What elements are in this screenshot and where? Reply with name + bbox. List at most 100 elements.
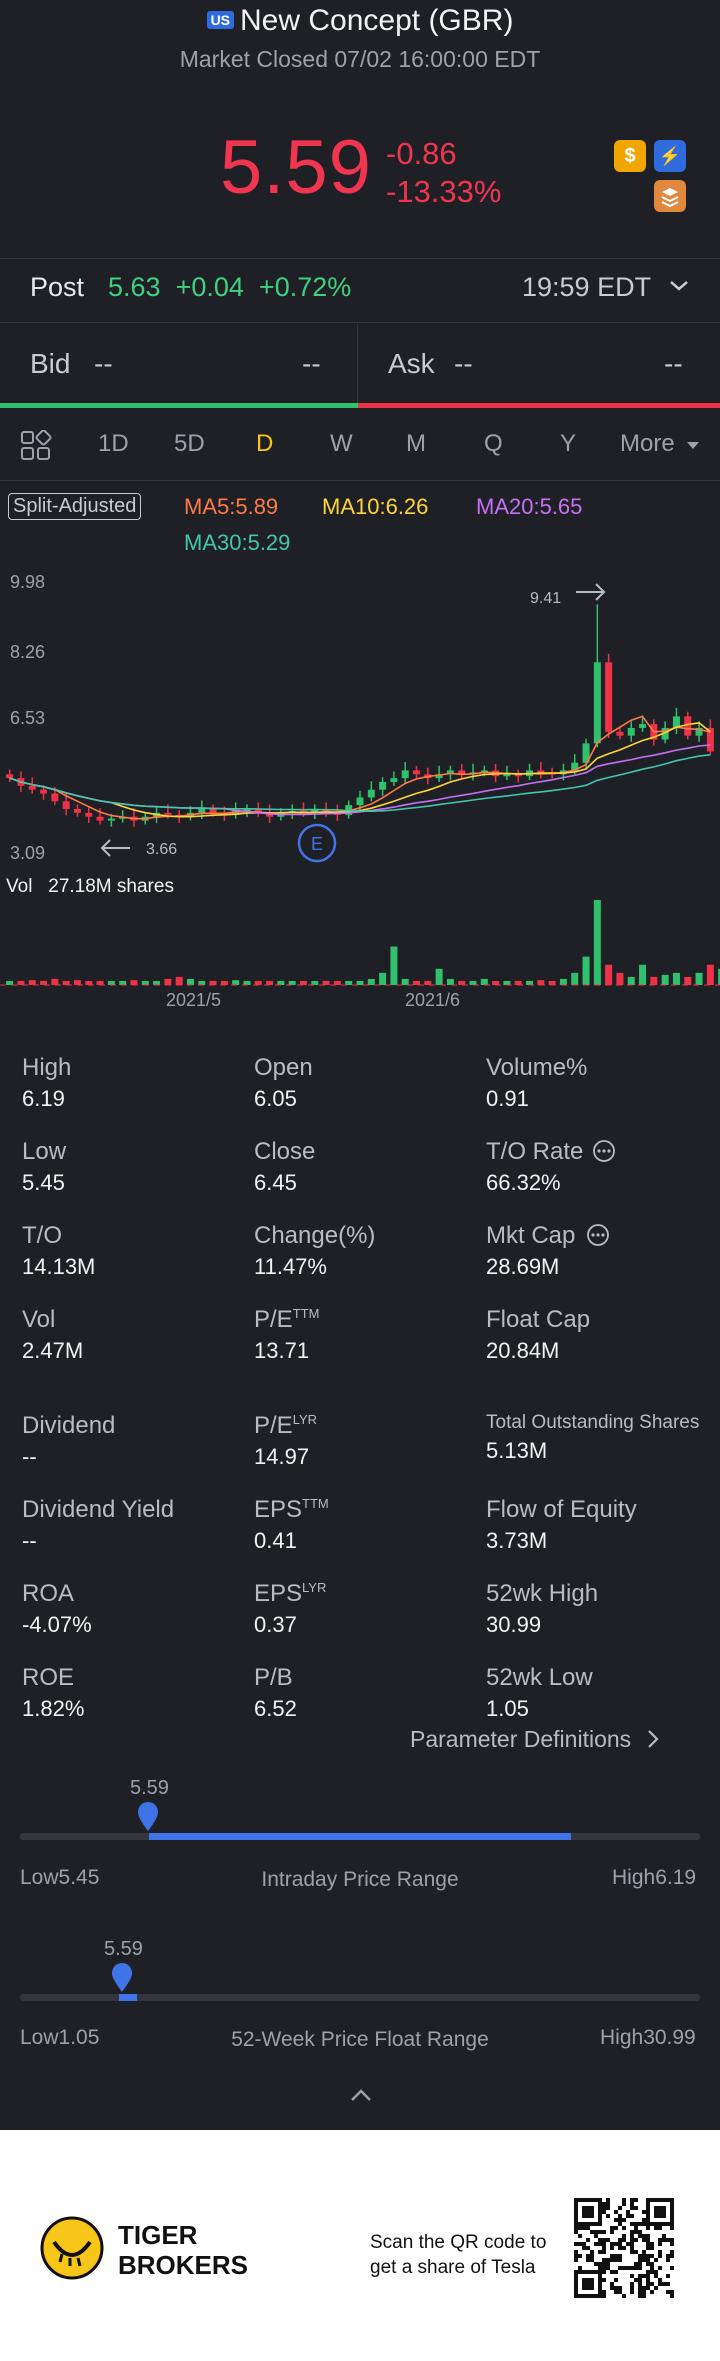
tab-1d[interactable]: 1D <box>98 430 129 457</box>
volume-bar <box>345 980 353 985</box>
qr-module <box>626 2242 630 2246</box>
qr-module <box>602 2290 606 2294</box>
qr-module <box>646 2278 650 2282</box>
qr-module <box>658 2278 662 2282</box>
volume-bar <box>616 972 624 985</box>
volume-label: Vol <box>6 876 33 897</box>
qr-module <box>658 2222 662 2226</box>
more-tab[interactable]: More <box>620 430 701 458</box>
info-icon[interactable] <box>592 1139 616 1163</box>
week52-range-title: 52-Week Price Float Range <box>231 2028 489 2051</box>
qr-module <box>586 2270 590 2274</box>
info-icon[interactable] <box>586 1223 610 1247</box>
split-adjusted-toggle[interactable]: Split-Adjusted <box>8 493 142 520</box>
tab-m[interactable]: M <box>406 430 426 457</box>
qr-module <box>646 2226 650 2230</box>
qr-module <box>646 2254 650 2258</box>
qr-module <box>578 2266 582 2270</box>
candle-body <box>28 785 36 790</box>
qr-module <box>586 2282 590 2286</box>
grid-icon[interactable] <box>20 429 52 467</box>
qr-module <box>630 2282 634 2286</box>
location-pin-icon <box>112 1963 132 1992</box>
qr-module <box>658 2266 662 2270</box>
qr-module <box>642 2222 646 2226</box>
parameter-definitions-label: Parameter Definitions <box>410 1726 632 1752</box>
tab-w[interactable]: W <box>330 430 353 457</box>
stat-label-text: Change(%) <box>254 1222 376 1249</box>
qr-module <box>670 2254 674 2258</box>
stat-label: Flow of Equity <box>486 1496 637 1524</box>
tab-y[interactable]: Y <box>560 430 577 457</box>
stat-label-text: Mkt Cap <box>486 1222 576 1249</box>
stat-label: EPSLYR <box>254 1580 326 1608</box>
qr-module <box>618 2246 622 2250</box>
qr-module <box>610 2226 614 2230</box>
qr-module <box>586 2214 590 2218</box>
stat-label-text: T/O <box>22 1222 62 1249</box>
stat-label-text: 52wk Low <box>486 1664 593 1691</box>
chevron-up-icon[interactable] <box>350 2088 372 2102</box>
qr-module <box>662 2198 666 2202</box>
ma30-label: MA30:5.29 <box>184 530 291 555</box>
stock-name: New Concept (GBR) <box>240 4 514 37</box>
qr-module <box>670 2214 674 2218</box>
qr-module <box>618 2242 622 2246</box>
post-market-values: 5.63 +0.04 +0.72% <box>108 272 351 303</box>
stat-cell: T/O 14.13M <box>22 1222 95 1280</box>
qr-module <box>598 2274 602 2278</box>
qr-module <box>638 2262 642 2266</box>
qr-module <box>666 2290 670 2294</box>
qr-module <box>602 2250 606 2254</box>
tab-5d[interactable]: 5D <box>174 430 205 457</box>
flash-icon[interactable]: ⚡ <box>654 140 686 172</box>
candle-body <box>62 801 70 810</box>
candle-body <box>96 816 104 821</box>
qr-module <box>670 2226 674 2230</box>
qr-module <box>618 2266 622 2270</box>
stat-label-text: Float Cap <box>486 1306 591 1333</box>
layers-icon[interactable] <box>654 180 686 212</box>
qr-module <box>598 2206 602 2210</box>
tab-q[interactable]: Q <box>484 430 503 457</box>
stat-value: 5.45 <box>22 1170 65 1195</box>
qr-module <box>602 2206 606 2210</box>
qr-module <box>598 2294 602 2298</box>
x-tick: 2021/6 <box>405 990 461 1010</box>
volume-bar <box>277 980 285 985</box>
parameter-definitions-link[interactable]: Parameter Definitions <box>410 1726 660 1753</box>
candle-body <box>571 762 579 771</box>
candle-body <box>605 662 613 732</box>
qr-module <box>578 2226 582 2230</box>
stat-value: 30.99 <box>486 1612 542 1637</box>
qr-module <box>614 2242 618 2246</box>
stat-label-text: ROA <box>22 1580 75 1607</box>
qr-code[interactable] <box>574 2198 674 2298</box>
qr-module <box>630 2290 634 2294</box>
qr-module <box>654 2226 658 2230</box>
candlestick-chart[interactable] <box>0 560 720 1000</box>
candle-body <box>367 789 375 798</box>
qr-module <box>670 2290 674 2294</box>
candle-body <box>85 812 93 817</box>
volume-bar <box>718 968 720 985</box>
dollar-icon[interactable]: $ <box>614 140 646 172</box>
post-market-time[interactable]: 19:59 EDT <box>522 272 690 303</box>
qr-module <box>662 2210 666 2214</box>
qr-module <box>602 2202 606 2206</box>
stat-cell: Open 6.05 <box>254 1054 313 1112</box>
earnings-marker[interactable]: E <box>296 822 338 864</box>
stat-label-superscript: LYR <box>292 1412 318 1427</box>
qr-module <box>650 2282 654 2286</box>
tab-d[interactable]: D <box>256 430 274 457</box>
qr-module <box>574 2198 578 2202</box>
qr-module <box>578 2234 582 2238</box>
qr-caption-line-2: get a share of Tesla <box>370 2257 536 2278</box>
qr-module <box>658 2250 662 2254</box>
qr-module <box>590 2206 594 2210</box>
qr-module <box>590 2286 594 2290</box>
qr-module <box>602 2294 606 2298</box>
qr-module <box>590 2210 594 2214</box>
stat-cell: Low 5.45 <box>22 1138 66 1196</box>
stat-label-text: P/E <box>254 1306 293 1333</box>
